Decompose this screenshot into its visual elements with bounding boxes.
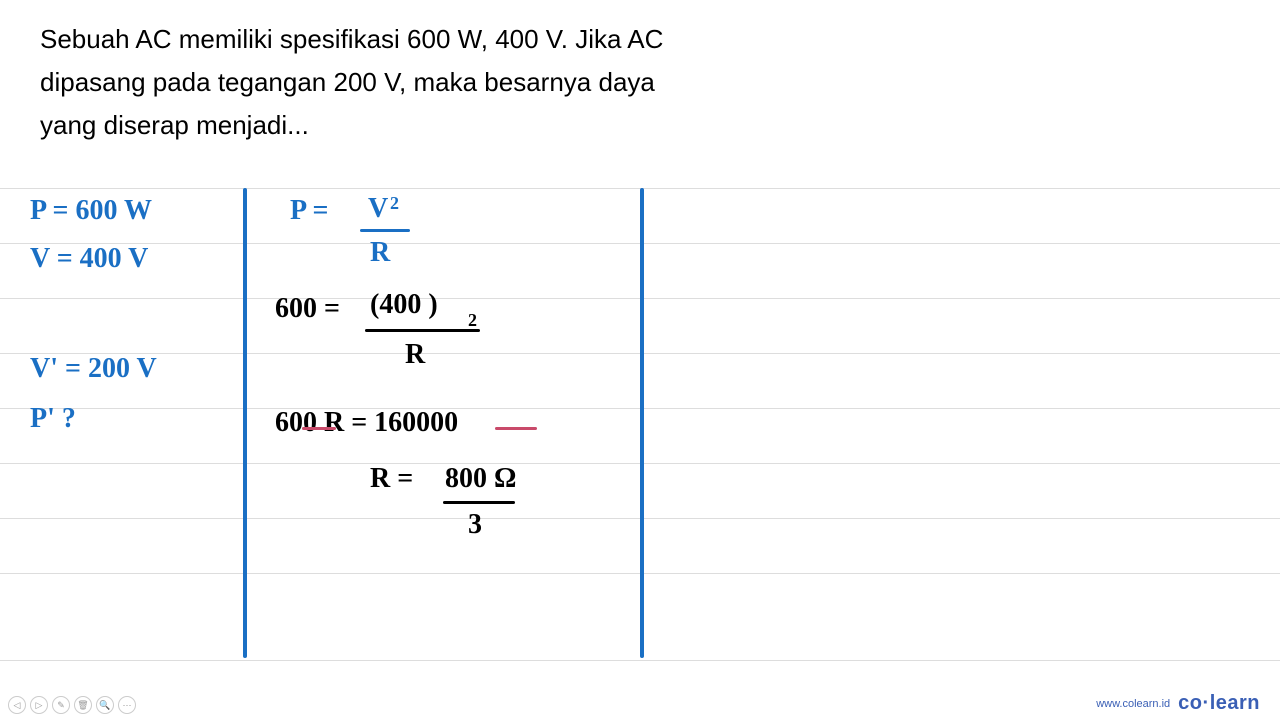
frac-line-2 [365, 329, 480, 332]
zoom-icon[interactable]: 🔍 [96, 696, 114, 714]
question-line-2: dipasang pada tegangan 200 V, maka besar… [40, 61, 1240, 104]
more-icon[interactable]: ⋯ [118, 696, 136, 714]
question-line-3: yang diserap menjadi... [40, 104, 1240, 147]
calc-600-eq: 600 = [275, 293, 340, 325]
given-p: P = 600 W [30, 195, 152, 227]
given-vprime: V' = 200 V [30, 353, 157, 385]
player-controls: ◁ ▷ ✎ 🗑 🔍 ⋯ [8, 696, 136, 714]
logo-co: co [1178, 692, 1202, 714]
formula-v-exp: 2 [390, 193, 1280, 214]
given-v: V = 400 V [30, 243, 148, 275]
question-line-1: Sebuah AC memiliki spesifikasi 600 W, 40… [40, 18, 1240, 61]
formula-r1: R [370, 237, 390, 269]
footer-url: www.colearn.id [1096, 698, 1170, 710]
divider-2 [640, 188, 644, 658]
next-icon[interactable]: ▷ [30, 696, 48, 714]
edit-icon[interactable]: ✎ [52, 696, 70, 714]
divider-1 [243, 188, 247, 658]
work-area: P = 600 W V = 400 V V' = 200 V P' ? P = … [0, 185, 1280, 680]
footer: www.colearn.id co·learn [1096, 692, 1260, 715]
trash-icon[interactable]: 🗑 [74, 696, 92, 714]
strike-1 [302, 427, 336, 430]
calc-400sq: (400 ) [370, 289, 438, 321]
frac-line-1 [360, 229, 410, 232]
ruled-line [0, 660, 1280, 661]
prev-icon[interactable]: ◁ [8, 696, 26, 714]
calc-3: 3 [468, 509, 482, 541]
calc-r-eq: R = [370, 463, 413, 495]
footer-logo: co·learn [1178, 692, 1260, 715]
calc-800: 800 Ω [445, 463, 516, 495]
formula-p-eq: P = [290, 195, 329, 227]
frac-line-3 [443, 501, 515, 504]
logo-dot: · [1203, 692, 1210, 714]
calc-600r: 600 R = 160000 [275, 407, 458, 439]
given-pprime: P' ? [30, 403, 76, 435]
strike-2 [495, 427, 537, 430]
calc-r2: R [405, 339, 425, 371]
calc-400-exp: 2 [468, 310, 1280, 331]
formula-v: V [368, 193, 388, 225]
logo-learn: learn [1210, 692, 1260, 714]
question-text: Sebuah AC memiliki spesifikasi 600 W, 40… [0, 0, 1280, 157]
